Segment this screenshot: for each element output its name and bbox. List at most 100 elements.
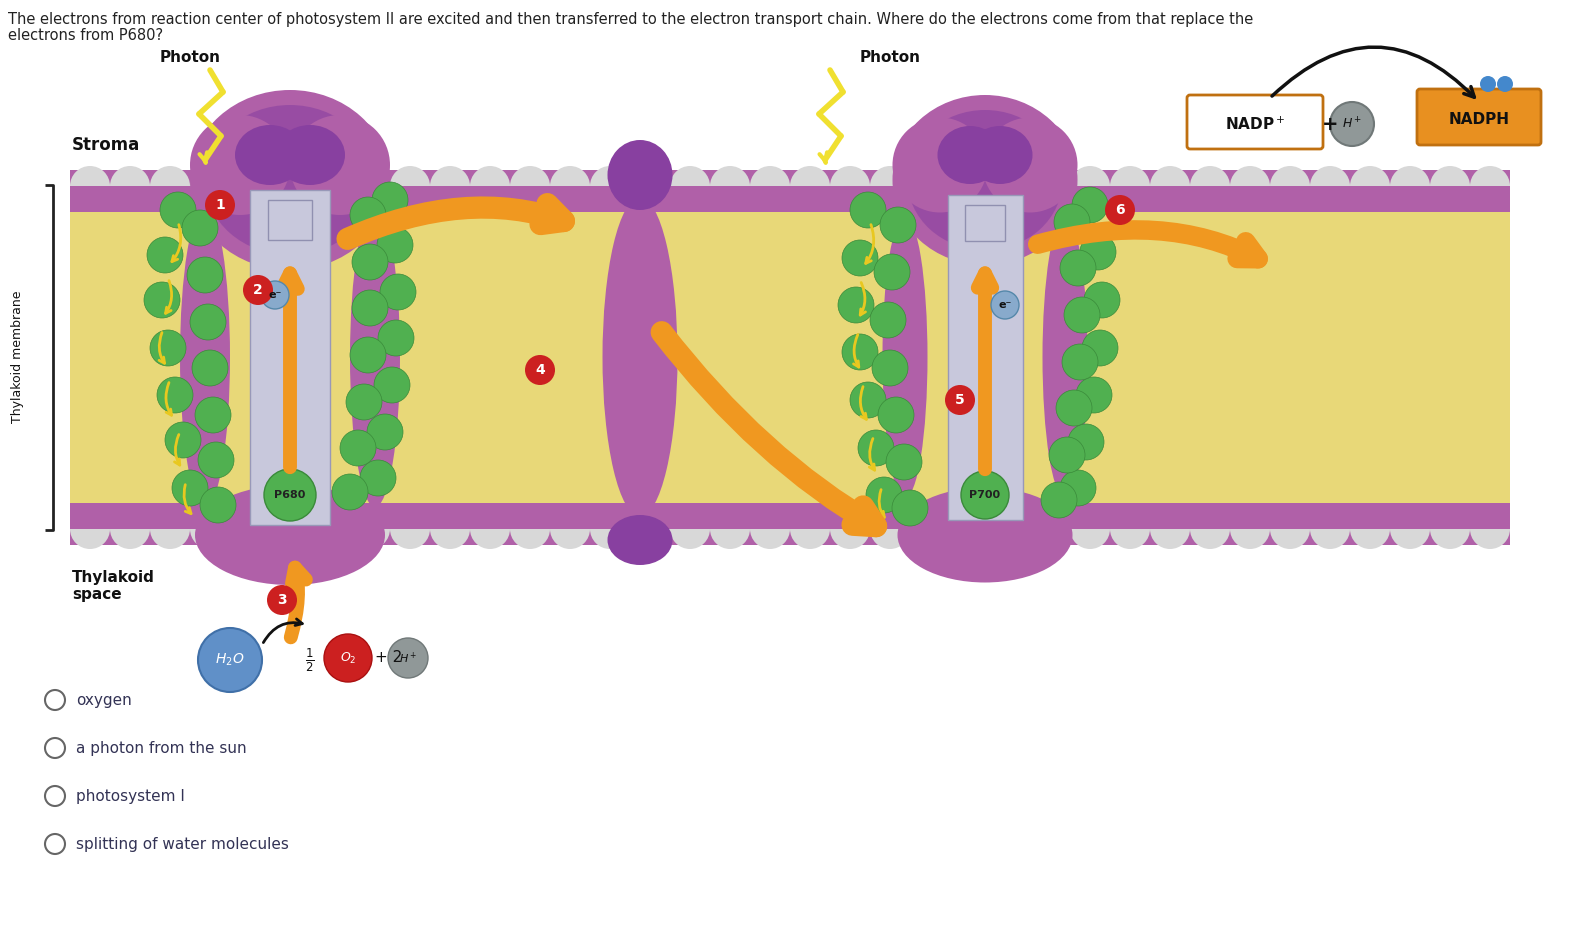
Circle shape [1270,509,1310,549]
Circle shape [525,355,555,385]
Circle shape [271,509,310,549]
Circle shape [1310,509,1349,549]
Circle shape [361,460,396,496]
Circle shape [160,192,196,228]
Circle shape [310,509,350,549]
Circle shape [944,385,975,415]
Circle shape [551,166,590,206]
Ellipse shape [206,105,375,255]
Circle shape [150,330,187,366]
Text: + 2: + 2 [375,649,402,664]
Circle shape [873,254,910,290]
Circle shape [310,166,350,206]
Ellipse shape [892,95,1077,265]
Circle shape [340,430,377,466]
Circle shape [150,509,190,549]
Circle shape [880,207,916,243]
Circle shape [951,509,990,549]
Circle shape [1062,344,1098,380]
Ellipse shape [883,217,927,498]
Circle shape [377,227,413,263]
Circle shape [886,444,922,480]
Circle shape [187,257,223,293]
Circle shape [264,469,316,521]
Circle shape [332,474,369,510]
Circle shape [842,334,878,370]
Circle shape [430,166,470,206]
Circle shape [191,350,228,386]
Circle shape [271,166,310,206]
Circle shape [509,509,551,549]
Circle shape [1084,282,1120,318]
Circle shape [910,509,951,549]
Circle shape [1310,166,1349,206]
Bar [267,200,312,240]
Circle shape [1430,509,1470,549]
Circle shape [1104,195,1134,225]
Text: 2: 2 [253,283,263,297]
Ellipse shape [290,115,391,215]
Bar [965,205,1005,241]
Circle shape [190,304,226,340]
Circle shape [1082,330,1118,366]
Circle shape [750,166,789,206]
Circle shape [1330,102,1375,146]
Text: $H^+$: $H^+$ [399,650,418,666]
Circle shape [470,166,509,206]
Circle shape [1150,509,1190,549]
Circle shape [353,290,388,326]
Circle shape [910,166,951,206]
Circle shape [870,166,910,206]
Circle shape [1190,166,1229,206]
Ellipse shape [190,115,290,215]
Circle shape [430,509,470,549]
Circle shape [850,192,886,228]
Circle shape [990,166,1030,206]
Circle shape [147,237,184,273]
Circle shape [1081,234,1115,270]
Ellipse shape [968,126,1033,184]
Bar [70,503,1509,545]
Circle shape [157,377,193,413]
Text: P700: P700 [970,490,1000,500]
Circle shape [870,509,910,549]
Text: Thylakoid membrane: Thylakoid membrane [11,290,24,423]
Circle shape [1270,166,1310,206]
Ellipse shape [1043,217,1087,498]
Circle shape [1229,166,1270,206]
FancyBboxPatch shape [1186,95,1323,149]
Circle shape [671,509,710,549]
Text: 5: 5 [956,393,965,407]
Circle shape [190,166,229,206]
Circle shape [842,240,878,276]
Text: 4: 4 [535,363,544,377]
Circle shape [1073,187,1107,223]
Bar [948,195,1024,520]
Circle shape [244,275,274,305]
Circle shape [509,166,551,206]
Circle shape [1069,509,1111,549]
Circle shape [1068,424,1104,460]
Circle shape [372,182,408,218]
Circle shape [1349,509,1391,549]
Circle shape [710,166,750,206]
Bar [250,190,331,525]
Circle shape [1111,166,1150,206]
Bar [70,186,1509,208]
Circle shape [350,509,391,549]
Circle shape [838,287,873,323]
Circle shape [831,166,870,206]
Text: electrons from P680?: electrons from P680? [8,28,163,43]
Text: $H_2O$: $H_2O$ [215,652,245,668]
Circle shape [789,166,831,206]
Circle shape [878,397,914,433]
Text: $H^+$: $H^+$ [1342,117,1362,132]
Text: 3: 3 [277,593,286,607]
Text: Photon: Photon [160,50,221,65]
Text: a photon from the sun: a photon from the sun [76,741,247,756]
Circle shape [199,487,236,523]
Bar [70,507,1509,529]
Bar [70,208,1509,507]
Circle shape [951,166,990,206]
Circle shape [172,470,207,506]
